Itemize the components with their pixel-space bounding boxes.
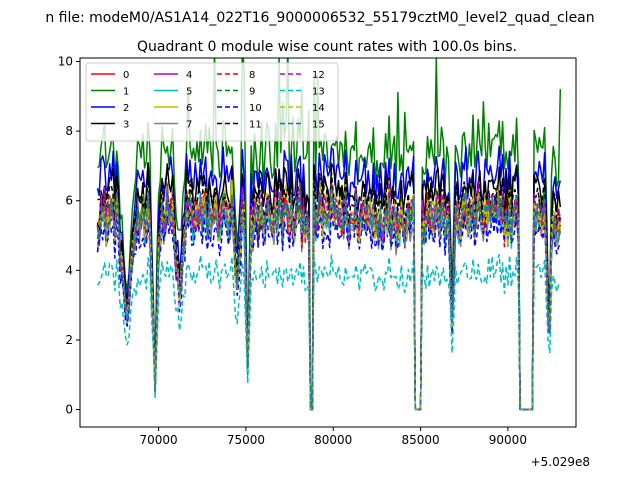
legend-label-12: 12 <box>312 70 325 81</box>
x-tick-label: 75000 <box>227 433 265 447</box>
chart-title: Quadrant 0 module wise count rates with … <box>137 39 517 55</box>
series-line-13 <box>96 253 561 411</box>
figure-suptitle: n file: modeM0/AS1A14_022T16_9000006532_… <box>45 10 594 26</box>
x-offset-label: +5.029e8 <box>531 455 590 469</box>
y-tick-label: 10 <box>58 54 73 68</box>
legend-label-3: 3 <box>123 120 129 131</box>
y-tick-label: 4 <box>65 263 73 277</box>
legend-label-9: 9 <box>249 87 255 98</box>
legend-label-7: 7 <box>186 120 192 131</box>
y-tick-label: 2 <box>65 333 73 347</box>
legend-label-0: 0 <box>123 70 129 81</box>
legend-label-5: 5 <box>186 87 192 98</box>
legend-label-11: 11 <box>249 120 262 131</box>
legend-label-10: 10 <box>249 103 262 114</box>
series-line-10 <box>96 206 561 411</box>
series-line-15 <box>96 186 562 411</box>
legend-label-4: 4 <box>186 70 192 81</box>
x-tick-label: 90000 <box>489 433 527 447</box>
series-line-1 <box>97 58 562 411</box>
y-axis: 0 2 4 6 8 10 <box>58 54 80 417</box>
plot-frame <box>79 57 577 428</box>
legend-box <box>85 62 339 142</box>
x-axis: 70000 75000 80000 85000 90000 <box>139 427 527 447</box>
legend-label-13: 13 <box>312 87 325 98</box>
legend-label-1: 1 <box>123 87 129 98</box>
y-tick-label: 8 <box>65 124 73 138</box>
legend-label-14: 14 <box>312 103 325 114</box>
legend-label-15: 15 <box>312 120 325 131</box>
legend-label-6: 6 <box>186 103 192 114</box>
series-line-11 <box>96 170 562 411</box>
x-tick-label: 85000 <box>401 433 439 447</box>
legend-label-8: 8 <box>249 70 255 81</box>
y-tick-label: 0 <box>65 403 73 417</box>
series-layer <box>96 58 562 411</box>
legend-label-2: 2 <box>123 103 129 114</box>
x-tick-label: 70000 <box>139 433 177 447</box>
y-tick-label: 6 <box>65 194 73 208</box>
x-tick-label: 80000 <box>314 433 352 447</box>
